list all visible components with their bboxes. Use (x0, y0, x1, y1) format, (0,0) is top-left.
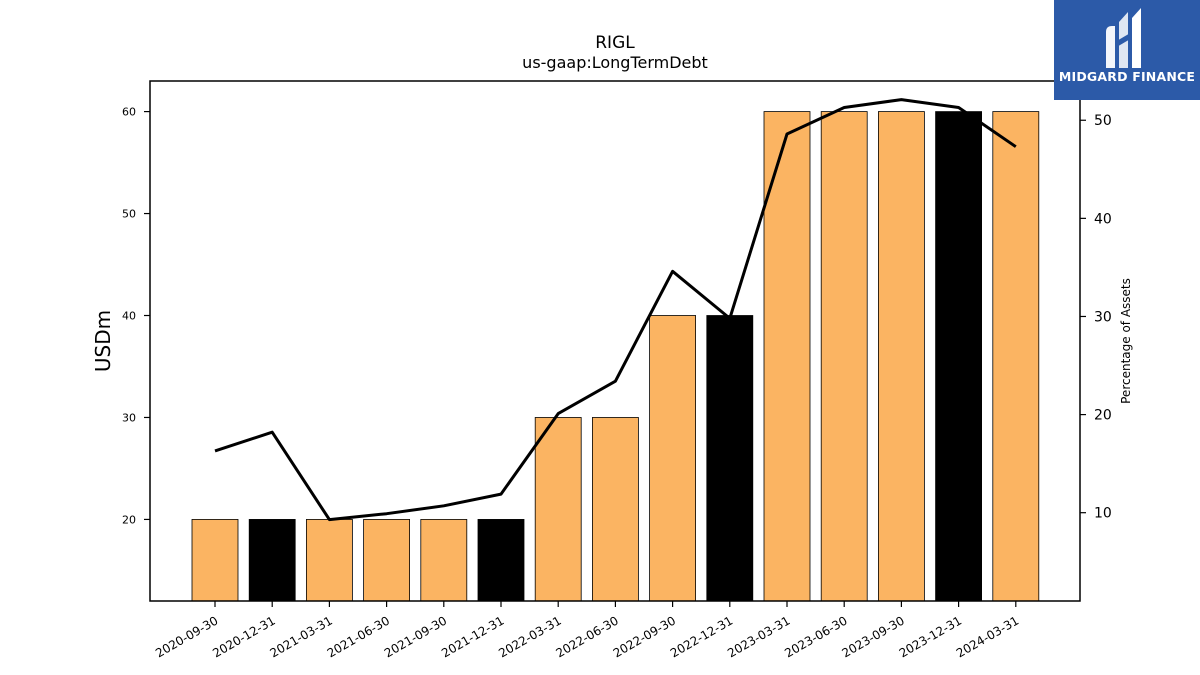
y-axis-left: 20 30 40 50 60 (122, 106, 150, 526)
y-right-tick-label-10: 10 (1094, 506, 1112, 522)
x-tick-label-2022-09-30: 2022-09-30 (611, 613, 678, 660)
bar-2024-03-31 (992, 111, 1040, 602)
bar-2021-12-31 (477, 519, 525, 602)
y-tick-label-30: 30 (122, 411, 136, 424)
y-axis-label: USDm (91, 310, 115, 372)
x-tick-label-2020-12-31: 2020-12-31 (210, 613, 277, 660)
y-tick-label-20: 20 (122, 513, 136, 526)
y-right-tick-label-20: 20 (1094, 408, 1112, 424)
brand-logo: MIDGARD FINANCE (1054, 0, 1200, 100)
bar-2020-09-30 (191, 519, 239, 602)
midgard-logo-icon (1106, 8, 1141, 68)
y-right-tick-label-50: 50 (1094, 113, 1112, 129)
x-tick-label-2023-03-31: 2023-03-31 (725, 613, 792, 660)
x-tick-label-2021-09-30: 2021-09-30 (382, 613, 449, 660)
y-tick-label-40: 40 (122, 310, 136, 323)
bars-group (191, 111, 1040, 602)
x-tick-label-2021-12-31: 2021-12-31 (439, 613, 506, 660)
y-axis-right: 10 20 30 40 50 (1080, 113, 1112, 522)
x-tick-label-2022-03-31: 2022-03-31 (496, 613, 563, 660)
bar-2021-06-30 (363, 519, 411, 602)
x-tick-label-2021-03-31: 2021-03-31 (267, 613, 334, 660)
x-tick-label-2023-12-31: 2023-12-31 (897, 613, 964, 660)
x-tick-label-2020-09-30: 2020-09-30 (153, 613, 220, 660)
bar-2021-03-31 (305, 519, 353, 602)
x-tick-label-2022-06-30: 2022-06-30 (553, 613, 620, 660)
line-group (214, 98, 1017, 522)
bar-2023-06-30 (820, 111, 868, 602)
x-axis: 2020-09-302020-12-312021-03-312021-06-30… (153, 601, 1021, 660)
y-axis-right-label: Percentage of Assets (1119, 278, 1133, 404)
y-right-tick-label-30: 30 (1094, 309, 1112, 325)
y-right-tick-label-40: 40 (1094, 211, 1112, 227)
bar-2022-09-30 (649, 315, 696, 602)
line-percentage-of-assets (214, 98, 1017, 522)
chart-subtitle: us-gaap:LongTermDebt (522, 53, 708, 72)
x-tick-label-2022-12-31: 2022-12-31 (668, 613, 735, 660)
bar-2023-12-31 (935, 111, 982, 602)
bar-2021-09-30 (420, 519, 468, 602)
x-tick-label-2021-06-30: 2021-06-30 (325, 613, 392, 660)
y-tick-label-50: 50 (122, 208, 136, 221)
bar-2023-03-31 (763, 111, 811, 602)
bar-2023-09-30 (878, 111, 925, 602)
x-tick-label-2023-09-30: 2023-09-30 (839, 613, 906, 660)
bar-2022-12-31 (706, 315, 754, 602)
x-tick-label-2023-06-30: 2023-06-30 (782, 613, 849, 660)
logo-text: MIDGARD FINANCE (1058, 69, 1196, 84)
bar-2022-06-30 (592, 417, 639, 602)
bar-2022-03-31 (534, 417, 582, 602)
y-tick-label-60: 60 (122, 106, 136, 119)
x-tick-label-2024-03-31: 2024-03-31 (954, 613, 1021, 660)
chart-title: RIGL (595, 33, 635, 53)
bar-2020-12-31 (248, 519, 296, 602)
